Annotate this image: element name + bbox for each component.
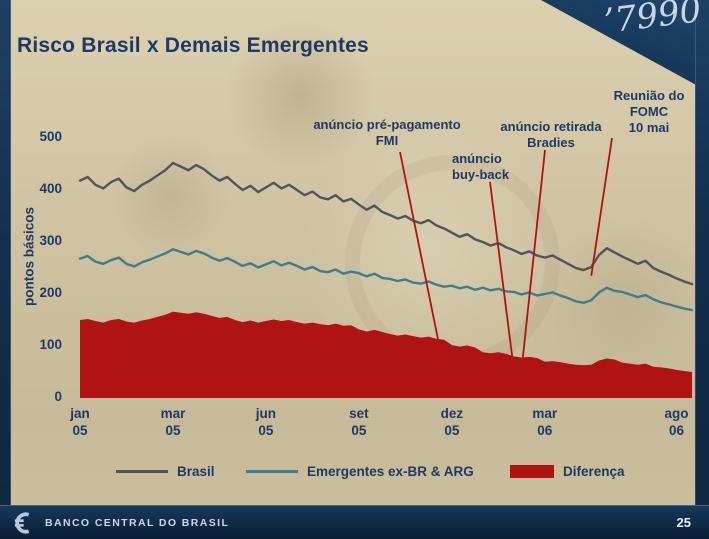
legend-label-brasil: Brasil	[177, 464, 215, 479]
y-axis-label: pontos básicos	[21, 207, 37, 307]
slide-page-number: 25	[676, 515, 691, 530]
y-tick-label: 200	[39, 285, 62, 300]
bcb-logo-icon	[14, 511, 36, 534]
left-border-bar	[0, 0, 11, 539]
legend-item-diferenca: Diferença	[510, 464, 625, 479]
chart-canvas	[78, 137, 694, 398]
annotation-line-fomc	[590, 137, 613, 276]
annotation-fomc-meeting: Reunião do FOMC 10 mai	[613, 88, 685, 135]
annotation-fmi-prepayment: anúncio pré-pagamento FMI	[313, 117, 461, 148]
brasil-line-swatch	[116, 470, 168, 473]
legend-item-brasil: Brasil	[116, 464, 215, 479]
annotation-line-bradies	[520, 149, 546, 370]
x-tick-label: set 05	[349, 406, 369, 438]
emergentes-series-line	[78, 248, 694, 312]
footer-brand-text: BANCO CENTRAL DO BRASIL	[45, 516, 230, 529]
x-tick-label: mar 06	[532, 406, 558, 438]
y-tick-label: 300	[39, 233, 62, 248]
x-tick-label: jun 05	[255, 406, 277, 438]
diferenca-area-swatch	[510, 465, 554, 478]
y-tick-label: 400	[39, 181, 62, 196]
x-tick-label: dez 05	[440, 406, 464, 438]
x-tick-label: mar 05	[160, 406, 186, 438]
y-tick-label: 0	[54, 389, 62, 404]
annotation-line-buyback	[489, 181, 515, 370]
diferenca-series-area	[80, 311, 692, 398]
legend-item-emergentes: Emergentes ex-BR & ARG	[246, 464, 474, 479]
annotation-buyback: anúncio buy-back	[452, 151, 510, 182]
footer-bar: BANCO CENTRAL DO BRASIL 25	[0, 505, 709, 539]
x-tick-label: ago 06	[664, 406, 689, 438]
annotation-line-fmi	[399, 151, 445, 370]
annotation-bradies-withdrawal: anúncio retirada Bradies	[500, 119, 602, 150]
x-tick-label: jan 05	[70, 406, 90, 438]
legend-label-diferenca: Diferença	[563, 464, 625, 479]
page-title: Risco Brasil x Demais Emergentes	[17, 34, 369, 58]
legend-label-emergentes: Emergentes ex-BR & ARG	[307, 464, 474, 479]
y-tick-label: 500	[39, 129, 62, 144]
right-border-bar	[695, 0, 709, 539]
emergentes-line-swatch	[246, 470, 298, 473]
brasil-series-line	[78, 161, 694, 286]
y-tick-label: 100	[39, 337, 62, 352]
